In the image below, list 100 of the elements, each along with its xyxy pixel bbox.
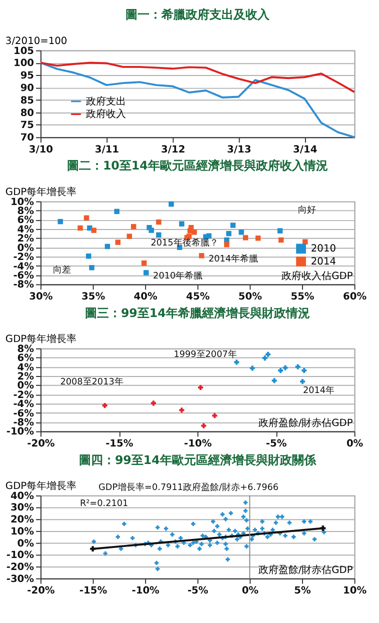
point [295,364,300,370]
point [226,230,232,236]
x-tick-label: -5% [187,586,208,597]
annotation: 2014年希臘 [208,254,258,265]
point [300,379,306,384]
x-tick-label: 60% [343,292,367,303]
annotation: R²=0.2101 [80,498,128,509]
y-tick-label: 0% [17,242,34,254]
y-tick-label: 6% [17,353,34,364]
y-axis-title: GDP每年增長率 [5,332,77,345]
point [58,218,63,224]
point [179,221,184,226]
x-tick-label: 0% [242,586,259,597]
point [130,224,136,230]
point [91,228,96,233]
point [212,413,218,418]
y-tick-label: -10% [6,550,34,562]
point [198,385,204,390]
x-axis-title: 政府盈餘/財赤佔GDP [258,564,353,576]
point [126,234,132,239]
point [148,228,154,233]
point [278,237,284,243]
y-axis-title: GDP每年增長率 [5,480,77,492]
y-tick-label: 2% [17,234,34,245]
point [156,232,162,238]
point [115,240,120,245]
y-tick-label: -4% [13,399,34,410]
point [272,378,277,384]
y-tick-label: 20% [10,514,34,526]
point [141,260,147,266]
annotation: 1999至2007年 [174,349,237,360]
point [192,230,197,235]
x-tick-label: -10% [132,586,160,597]
y-tick-label: 10% [10,196,34,208]
y-tick-label: -2% [13,390,34,401]
y-tick-label: -6% [13,270,34,282]
point [201,423,206,428]
point [302,368,307,373]
point [234,360,240,365]
point [262,356,268,361]
x-tick-label: 3/12 [161,144,186,156]
chart-title: 圖三：99至14年希臘經濟增長與財政情況 [84,306,310,320]
point [242,235,248,240]
legend-label: 2010 [310,244,336,255]
x-tick-label: -20% [27,438,55,450]
line-series [39,62,356,93]
y-tick-label: 4% [17,224,34,236]
x-tick-label: 3/13 [227,144,252,156]
point [168,201,174,207]
x-tick-label: 3/14 [293,144,318,156]
annotation: 2008至2013年 [60,376,124,388]
y-tick-label: 75 [20,120,34,132]
point [282,365,288,370]
y-tick-label: 8% [17,344,34,355]
point [84,215,90,221]
x-tick-label: 3/10 [28,144,54,156]
point [179,408,184,413]
point [114,208,120,214]
legend-label: 政府支出 [86,95,126,108]
annotation: 向差 [53,264,72,276]
x-tick-label: 40% [134,292,158,303]
point [277,228,283,234]
x-tick-label: 3/11 [94,144,120,156]
x-tick-label: 5% [294,586,311,597]
point [198,253,204,258]
y-tick-label: 100 [13,58,34,70]
point [255,236,261,241]
y-tick-label: 2% [17,371,34,382]
x-axis-title: 政府收入佔GDP [282,270,353,282]
y-tick-label: 30% [10,502,34,514]
y-tick-label: -30% [6,574,34,585]
y-tick-label: 105 [13,46,34,57]
text: GDP增長率=0.7911政府盈餘/財赤+6.7966 [98,482,279,494]
x-tick-label: -10% [184,438,212,450]
point [89,265,94,270]
y-tick-label: 95 [20,70,34,82]
point [302,239,308,244]
point [224,242,230,248]
x-tick-label: 45% [186,292,210,303]
y-tick-label: 80 [20,108,34,119]
x-tick-label: 0% [346,438,364,450]
point [102,402,108,408]
x-tick-label: -15% [79,586,108,597]
y-tick-label: 10% [10,526,34,538]
chart-title: 圖二：10至14年歐元區經濟增長與政府收入情況 [66,158,328,173]
point [265,352,271,357]
x-axis-title: 政府盈餘/財赤佔GDP [258,416,353,429]
chart-title: 圖一：希臘政府支出及收入 [125,8,270,22]
annotation: 向好 [298,204,316,216]
legend-label: 2014 [310,256,336,268]
y-tick-label: 40% [10,490,34,502]
y-tick-label: 6% [17,215,34,226]
y-tick-label: -2% [13,252,34,264]
y-tick-label: -6% [13,408,34,420]
point [144,270,149,276]
point [250,366,255,371]
annotation: 2010年希臘 [153,270,203,282]
point [78,225,83,231]
point [238,230,244,235]
x-tick-label: 55% [290,292,314,303]
